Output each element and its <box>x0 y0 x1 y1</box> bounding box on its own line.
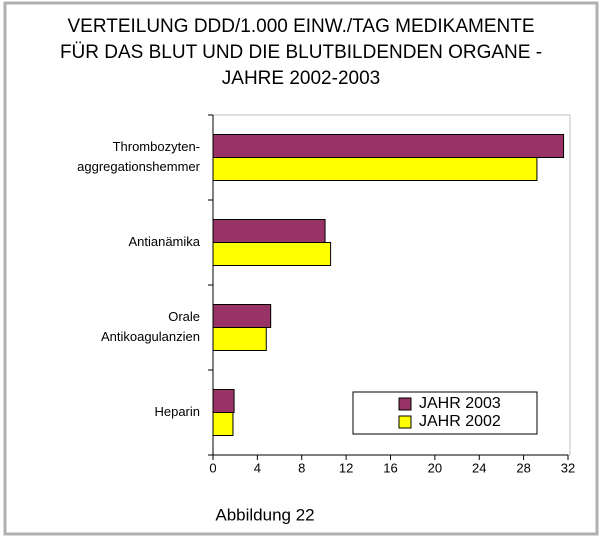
y-tick-label: Antikoagulanzien <box>101 329 200 344</box>
y-tick-label: Orale <box>168 309 200 324</box>
bar <box>212 327 267 351</box>
x-tick-label: 8 <box>298 460 305 475</box>
x-tick-label: 0 <box>209 460 216 475</box>
bar <box>212 389 235 413</box>
chart-title: JAHRE 2002-2003 <box>222 68 380 89</box>
x-tick-label: 28 <box>516 460 530 475</box>
bar <box>212 304 272 328</box>
y-tick-label: Thrombozyten- <box>113 139 200 154</box>
x-tick-label: 4 <box>254 460 261 475</box>
legend-swatch <box>398 397 412 411</box>
x-tick-label: 32 <box>561 460 575 475</box>
bar <box>212 219 326 243</box>
y-tick-label: Antianämika <box>128 234 200 249</box>
chart-title: VERTEILUNG DDD/1.000 EINW./TAG MEDIKAMEN… <box>67 16 534 37</box>
legend-swatch <box>398 415 412 429</box>
x-tick-label: 20 <box>428 460 442 475</box>
chart-title: FÜR DAS BLUT UND DIE BLUTBILDENDEN ORGAN… <box>60 42 542 63</box>
bar <box>212 412 234 436</box>
bar <box>212 157 538 181</box>
legend-label: JAHR 2002 <box>419 413 501 430</box>
x-tick-label: 16 <box>383 460 397 475</box>
x-tick-label: 24 <box>472 460 486 475</box>
y-tick-label: aggregationshemmer <box>77 159 201 174</box>
legend-label: JAHR 2003 <box>419 395 501 412</box>
y-tick-label: Heparin <box>154 404 200 419</box>
legend-box <box>352 391 538 435</box>
caption: Abbildung 22 <box>215 505 314 524</box>
bar <box>212 242 332 266</box>
x-tick-label: 12 <box>339 460 353 475</box>
frame <box>3 1 599 536</box>
bar <box>212 134 565 158</box>
